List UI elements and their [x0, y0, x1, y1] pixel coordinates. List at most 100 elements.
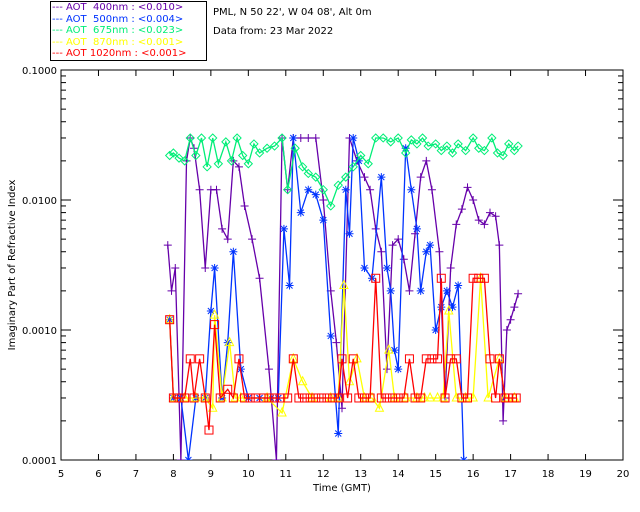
data-point-diamond	[303, 168, 313, 179]
data-point-diamond	[213, 159, 224, 169]
data-point-square	[343, 393, 353, 403]
data-point-plus	[495, 241, 504, 250]
data-point-diamond	[282, 184, 293, 195]
x-tick-label: 8	[170, 469, 176, 480]
data-point-asterisk	[341, 185, 350, 194]
data-point-diamond	[168, 148, 179, 158]
data-point-diamond	[406, 135, 417, 145]
data-point-plus	[452, 220, 461, 229]
data-point-asterisk	[326, 331, 335, 340]
data-point-triangle	[297, 375, 308, 386]
data-point-square	[376, 393, 386, 403]
data-point-diamond	[318, 184, 328, 195]
data-point-diamond	[164, 150, 175, 161]
data-point-plus	[416, 173, 425, 182]
data-point-plus	[446, 263, 455, 272]
data-point-plus	[435, 247, 444, 256]
data-point-square	[294, 393, 304, 403]
data-point-plus	[360, 173, 369, 182]
data-point-diamond	[417, 133, 428, 143]
x-tick-label: 14	[392, 469, 405, 480]
data-point-asterisk	[442, 286, 451, 295]
data-point-square	[491, 393, 501, 403]
data-point-square	[463, 393, 473, 403]
data-point-square	[421, 354, 431, 364]
data-point-square	[189, 393, 199, 403]
data-point-square	[288, 354, 298, 364]
data-point-triangle	[277, 406, 287, 417]
data-point-square	[354, 393, 364, 403]
data-point-asterisk	[184, 456, 193, 460]
data-point-plus	[502, 326, 511, 334]
data-point-square	[311, 393, 321, 403]
data-point-square	[305, 393, 315, 403]
data-point-asterisk	[394, 365, 403, 374]
data-point-triangle	[425, 391, 435, 402]
data-point-square	[404, 354, 414, 364]
data-point-plus	[514, 289, 523, 298]
data-point-diamond	[436, 145, 446, 156]
data-point-diamond	[487, 133, 497, 143]
data-point-diamond	[513, 141, 523, 151]
data-point-plus	[457, 205, 466, 214]
data-point-asterisk	[229, 247, 238, 256]
data-point-square	[359, 393, 369, 403]
data-point-diamond	[468, 133, 478, 143]
data-point-plus	[388, 241, 397, 250]
data-point-square	[283, 393, 293, 403]
data-point-asterisk	[454, 281, 463, 290]
legend-entry-675: --- AOT 675nm : <0.023>	[52, 25, 184, 36]
data-point-diamond	[191, 150, 201, 161]
data-point-diamond	[311, 172, 321, 182]
data-point-triangle	[374, 402, 385, 412]
data-point-asterisk	[416, 286, 425, 295]
data-point-diamond	[262, 143, 272, 153]
data-point-square	[337, 354, 347, 364]
data-point-diamond	[479, 145, 490, 156]
data-point-square	[245, 393, 255, 403]
data-point-plus	[272, 456, 281, 460]
data-point-plus	[176, 456, 185, 460]
site-info: PML, N 50 22', W 04 08', Alt 0m	[213, 7, 372, 18]
data-point-plus	[167, 286, 176, 295]
data-point-asterisk	[311, 190, 320, 199]
data-point-square	[204, 425, 214, 435]
data-point-square	[223, 384, 233, 394]
x-tick-label: 17	[504, 469, 517, 480]
data-point-diamond	[442, 141, 452, 151]
data-point-plus	[422, 156, 431, 165]
data-point-asterisk	[407, 185, 416, 194]
data-point-square	[174, 393, 184, 403]
data-point-diamond	[453, 139, 463, 149]
data-point-diamond	[378, 133, 388, 143]
data-point-asterisk	[289, 133, 298, 142]
y-tick-label: 0.0100	[22, 196, 57, 207]
data-point-triangle	[432, 391, 443, 402]
x-tick-label: 5	[58, 469, 64, 480]
data-point-plus	[319, 196, 328, 204]
data-point-square	[399, 393, 409, 403]
data-point-plus	[240, 201, 249, 210]
data-point-square	[365, 393, 375, 403]
data-point-square	[440, 393, 450, 403]
data-point-square	[240, 393, 250, 403]
x-tick-label: 20	[617, 469, 630, 480]
data-point-plus	[499, 416, 508, 425]
data-point-square	[371, 273, 381, 283]
data-point-asterisk	[382, 263, 391, 272]
data-point-asterisk	[386, 286, 395, 295]
data-point-plus	[201, 263, 210, 272]
data-point-asterisk	[319, 216, 328, 225]
data-point-plus	[366, 185, 375, 194]
data-point-plus	[405, 286, 414, 295]
x-tick-label: 9	[208, 469, 214, 480]
data-point-plus	[212, 185, 221, 194]
data-point-diamond	[326, 201, 336, 211]
data-point-plus	[296, 133, 305, 142]
data-point-square	[436, 273, 446, 283]
data-point-square	[316, 393, 326, 403]
series-4	[165, 273, 521, 435]
data-point-square	[410, 393, 420, 403]
data-point-triangle	[384, 344, 394, 354]
